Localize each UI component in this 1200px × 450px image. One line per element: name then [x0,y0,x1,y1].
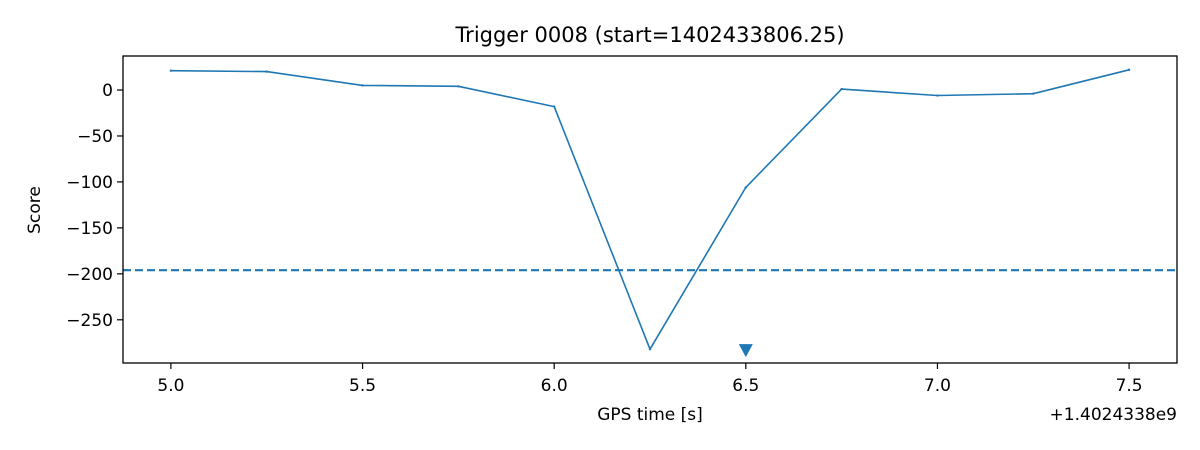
data-point [936,94,939,97]
data-point [361,84,364,87]
x-axis-label: GPS time [s] [597,405,703,425]
y-tick-label: −150 [66,219,113,239]
data-point [457,85,460,88]
chart-title: Trigger 0008 (start=1402433806.25) [454,23,844,47]
trigger-marker [738,344,753,358]
x-axis-ticks: 5.0 5.5 6.0 6.5 7.0 7.5 [157,363,1143,396]
x-tick-label: 6.0 [541,376,568,396]
y-axis-ticks: 0 −50 −100 −150 −200 −250 [66,81,123,331]
data-point [744,186,748,189]
y-tick-label: 0 [102,81,113,101]
plot-frame [122,55,1178,364]
y-tick-label: −250 [66,311,113,331]
y-tick-label: −100 [66,173,113,193]
data-point [265,70,268,73]
data-point [648,348,652,351]
x-tick-label: 5.5 [349,376,376,396]
y-axis-label: Score [25,186,45,234]
x-tick-label: 7.5 [1116,376,1143,396]
x-tick-label: 7.0 [924,376,951,396]
y-tick-label: −200 [66,265,113,285]
x-axis-offset-label: +1.4024338e9 [1050,405,1177,425]
series-line [170,69,1130,351]
x-tick-label: 5.0 [157,376,184,396]
plot-area [123,68,1177,358]
data-point [1127,68,1131,71]
data-point [840,87,843,91]
data-point [552,105,556,108]
x-tick-label: 6.5 [732,376,759,396]
data-point [169,69,173,72]
y-tick-label: −50 [77,127,113,147]
data-point [1032,92,1035,95]
